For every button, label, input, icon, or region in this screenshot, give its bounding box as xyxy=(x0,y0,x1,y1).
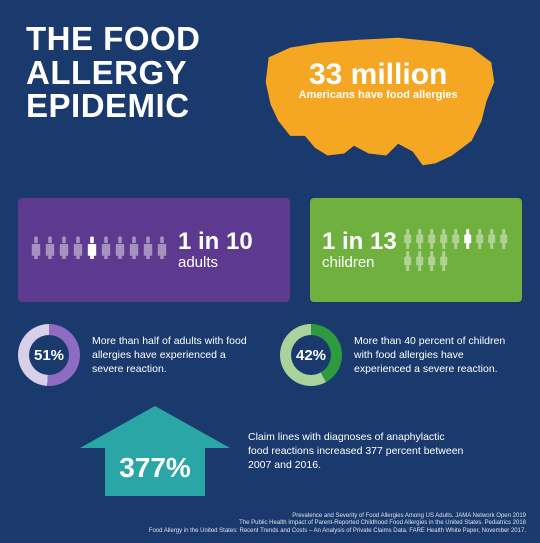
child-donut-block: 42% More than 40 percent of children wit… xyxy=(280,324,522,386)
children-unit: children xyxy=(322,254,397,271)
child-icon xyxy=(403,229,413,249)
children-people-icons xyxy=(403,229,509,271)
child-icon xyxy=(451,229,461,249)
adult-donut-chart: 51% xyxy=(18,324,80,386)
usa-map-block: 33 million Americans have food allergies xyxy=(234,22,522,180)
map-stat: 33 million xyxy=(234,58,522,92)
map-subtitle: Americans have food allergies xyxy=(234,89,522,101)
children-stat: 1 in 13 xyxy=(322,230,397,254)
child-icon xyxy=(403,251,413,271)
child-icon xyxy=(427,251,437,271)
child-icon xyxy=(463,229,473,249)
person-icon xyxy=(128,236,140,264)
person-icon xyxy=(100,236,112,264)
person-icon xyxy=(86,236,98,264)
increase-arrow: 377% xyxy=(80,406,230,496)
child-donut-chart: 42% xyxy=(280,324,342,386)
child-icon xyxy=(439,229,449,249)
person-icon xyxy=(30,236,42,264)
adults-people-icons xyxy=(30,236,170,264)
main-title: THE FOOD ALLERGY EPIDEMIC xyxy=(26,22,234,180)
person-icon xyxy=(114,236,126,264)
adults-stat: 1 in 10 xyxy=(178,230,253,254)
adults-card: 1 in 10 adults xyxy=(18,198,290,302)
child-icon xyxy=(487,229,497,249)
child-donut-text: More than 40 percent of children with fo… xyxy=(354,334,522,377)
child-icon xyxy=(499,229,509,249)
adults-unit: adults xyxy=(178,254,253,271)
child-donut-label: 42% xyxy=(280,324,342,386)
usa-map-icon xyxy=(251,28,506,175)
child-icon xyxy=(415,251,425,271)
adult-donut-block: 51% More than half of adults with food a… xyxy=(18,324,260,386)
person-icon xyxy=(156,236,168,264)
person-icon xyxy=(58,236,70,264)
adult-donut-label: 51% xyxy=(18,324,80,386)
arrow-label: 377% xyxy=(80,440,230,496)
child-icon xyxy=(439,251,449,271)
arrow-text: Claim lines with diagnoses of anaphylact… xyxy=(248,430,468,473)
child-icon xyxy=(415,229,425,249)
adult-donut-text: More than half of adults with food aller… xyxy=(92,334,260,377)
sources: Prevalence and Severity of Food Allergie… xyxy=(149,513,526,536)
person-icon xyxy=(142,236,154,264)
child-icon xyxy=(427,229,437,249)
person-icon xyxy=(72,236,84,264)
children-card: 1 in 13 children xyxy=(310,198,522,302)
person-icon xyxy=(44,236,56,264)
child-icon xyxy=(475,229,485,249)
